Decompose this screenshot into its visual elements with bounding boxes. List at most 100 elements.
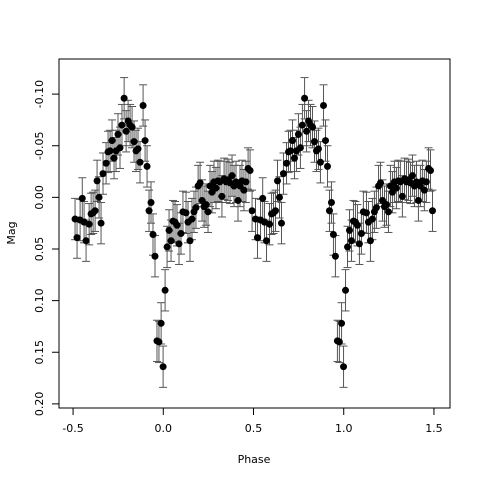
point — [347, 237, 355, 245]
point — [128, 123, 136, 131]
point — [159, 363, 167, 371]
point — [240, 186, 248, 194]
point — [108, 137, 116, 145]
point — [85, 220, 93, 228]
point — [177, 230, 185, 237]
point — [344, 243, 352, 251]
point — [392, 184, 400, 192]
x-tick-label: 1.0 — [335, 422, 353, 435]
point — [192, 204, 200, 212]
point — [139, 101, 147, 109]
y-tick-label: 0.10 — [33, 288, 46, 313]
point — [298, 121, 306, 129]
y-tick-label: -0.05 — [33, 131, 46, 159]
point — [116, 144, 124, 152]
point — [212, 184, 220, 192]
point — [196, 179, 204, 187]
point — [331, 252, 339, 260]
point — [248, 207, 256, 215]
point — [143, 162, 151, 170]
point — [173, 221, 181, 229]
point — [99, 170, 107, 178]
point — [320, 101, 328, 109]
point — [188, 215, 196, 223]
point — [204, 208, 212, 216]
y-axis-label: Mag — [5, 221, 18, 244]
point — [382, 201, 390, 209]
point — [157, 319, 165, 327]
point — [325, 207, 333, 215]
point — [167, 237, 175, 245]
point — [286, 147, 294, 155]
point — [253, 234, 261, 242]
point — [259, 194, 267, 202]
y-tick-label: 0.00 — [33, 185, 46, 210]
x-tick-label: 0.5 — [245, 422, 263, 435]
point — [228, 172, 236, 180]
point — [165, 226, 173, 234]
point — [163, 243, 171, 251]
point — [262, 237, 270, 245]
point — [342, 286, 350, 294]
x-tick-label: 1.5 — [425, 422, 443, 435]
point — [414, 196, 422, 204]
point — [296, 144, 304, 152]
x-axis-label: Phase — [238, 453, 271, 466]
point — [290, 154, 298, 162]
point — [309, 123, 317, 131]
point — [384, 208, 392, 216]
point — [420, 186, 428, 194]
point — [182, 209, 190, 217]
point — [155, 338, 163, 346]
point — [134, 145, 142, 153]
point — [303, 127, 311, 135]
point — [408, 172, 416, 180]
point — [95, 193, 103, 201]
point — [283, 159, 291, 167]
point — [353, 221, 361, 229]
point — [82, 237, 90, 245]
point — [345, 226, 353, 234]
point — [279, 170, 287, 178]
point — [322, 137, 330, 145]
point — [246, 167, 254, 175]
point — [329, 231, 337, 239]
point — [372, 204, 380, 212]
point — [301, 94, 309, 102]
point — [427, 167, 435, 175]
point — [377, 179, 385, 187]
plot-frame — [58, 58, 451, 409]
point — [93, 177, 101, 185]
point — [242, 178, 250, 186]
point — [368, 215, 376, 223]
point — [122, 127, 130, 135]
point — [149, 231, 157, 239]
point — [398, 192, 406, 200]
point — [97, 219, 105, 227]
point — [327, 199, 335, 207]
point — [130, 138, 138, 146]
point — [118, 121, 126, 129]
y-tick-label: -0.10 — [33, 80, 46, 108]
x-tick-label: -0.5 — [62, 422, 83, 435]
point — [272, 207, 280, 215]
point — [106, 147, 114, 155]
point — [274, 177, 282, 185]
point — [110, 154, 118, 162]
point — [288, 137, 296, 145]
point — [218, 192, 226, 200]
y-tick-label: 0.15 — [33, 340, 46, 365]
point — [428, 207, 436, 215]
point — [120, 94, 128, 102]
point — [186, 237, 194, 245]
point — [323, 162, 331, 170]
point — [234, 196, 242, 204]
point — [357, 230, 365, 237]
point — [91, 207, 99, 215]
point — [73, 234, 81, 242]
point — [202, 201, 210, 209]
point — [275, 193, 283, 201]
point — [78, 194, 86, 202]
point — [314, 145, 322, 153]
